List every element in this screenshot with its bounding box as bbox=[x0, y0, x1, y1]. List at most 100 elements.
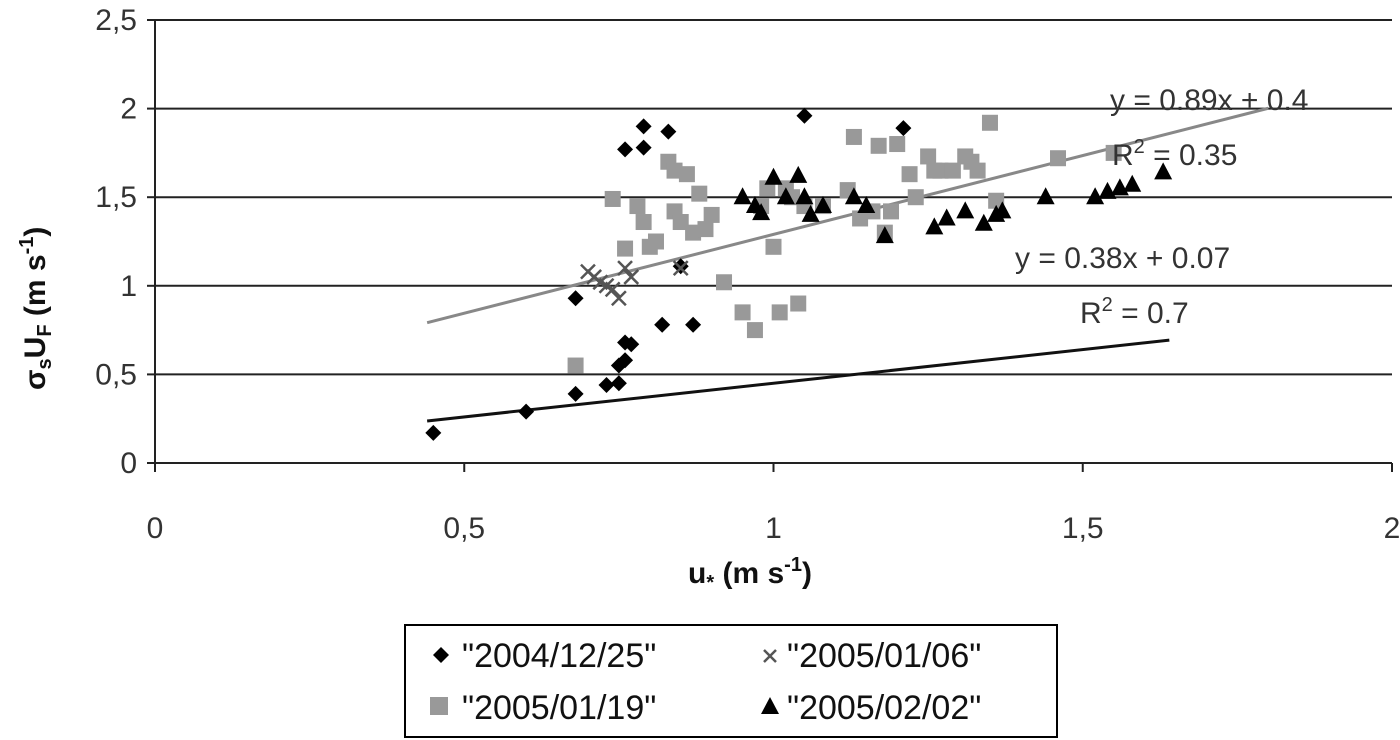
gridlines bbox=[155, 19, 1392, 376]
legend-label-3: "2005/01/19" bbox=[462, 689, 656, 727]
diamond-point bbox=[635, 118, 652, 135]
legend-box bbox=[404, 624, 1058, 738]
triangle-point bbox=[776, 187, 795, 205]
diamond-point bbox=[617, 141, 634, 158]
diamond-point bbox=[598, 377, 615, 394]
legend-square-marker bbox=[430, 697, 448, 715]
triangle-point bbox=[844, 187, 863, 205]
x-point bbox=[672, 260, 689, 276]
square-point bbox=[765, 238, 782, 255]
square-point bbox=[771, 304, 788, 321]
square-point bbox=[790, 295, 807, 312]
square-point bbox=[703, 206, 720, 223]
square-point bbox=[685, 224, 702, 241]
diamond-point bbox=[425, 424, 442, 441]
triangle-point bbox=[956, 201, 975, 219]
square-point bbox=[666, 162, 683, 179]
diamond-point bbox=[895, 120, 912, 137]
square-point bbox=[567, 357, 584, 374]
square-point bbox=[870, 137, 887, 154]
x-point bbox=[617, 260, 633, 276]
square-point bbox=[672, 214, 689, 231]
triangle-point bbox=[733, 187, 752, 205]
square-point bbox=[1050, 150, 1067, 167]
trendline-2 bbox=[426, 338, 1170, 423]
square-point bbox=[920, 148, 937, 165]
y-tick-label: 2,5 bbox=[95, 4, 137, 37]
triangle-point bbox=[764, 167, 783, 185]
diamond-point bbox=[654, 316, 671, 333]
diamond-point bbox=[610, 375, 627, 392]
square-point bbox=[883, 203, 900, 220]
y-tick-label: 1 bbox=[120, 270, 137, 303]
data-points bbox=[425, 107, 1173, 441]
diamond-point bbox=[660, 123, 677, 140]
trendline-2-equation: y = 0.38x + 0.07 bbox=[1015, 242, 1230, 275]
y-axis-title: σsUF (m s-1) bbox=[16, 227, 56, 390]
trendline-1-r2: R2 = 0.35 bbox=[1112, 136, 1237, 172]
diamond-point bbox=[567, 385, 584, 402]
triangle-point bbox=[813, 196, 832, 214]
trendline-1-equation: y = 0.89x + 0.4 bbox=[1110, 84, 1308, 117]
square-point bbox=[889, 136, 906, 153]
plot-axes bbox=[147, 19, 1393, 472]
x-point bbox=[604, 281, 621, 298]
diamond-point bbox=[617, 352, 634, 369]
y-tick-label: 0 bbox=[120, 447, 137, 480]
square-point bbox=[691, 185, 708, 202]
legend-diamond-marker bbox=[433, 647, 449, 663]
x-tick-label: 1,5 bbox=[1062, 512, 1104, 545]
triangle-point bbox=[875, 226, 894, 244]
trendline-1 bbox=[426, 106, 1269, 325]
legend-item-3: "2005/01/19" bbox=[430, 689, 656, 727]
square-point bbox=[944, 162, 961, 179]
legend-label-1: "2004/12/25" bbox=[462, 637, 656, 675]
y-tick-labels: 0 0,5 1 1,5 2 2,5 bbox=[95, 4, 137, 480]
x-point bbox=[610, 290, 627, 307]
triangle-point bbox=[937, 208, 956, 226]
square-point bbox=[746, 322, 763, 339]
square-point bbox=[716, 274, 733, 291]
x-tick-label: 1 bbox=[765, 512, 782, 545]
x-point bbox=[623, 269, 640, 285]
diamond-point bbox=[518, 403, 535, 420]
square-point bbox=[907, 189, 924, 206]
y-tick-label: 2 bbox=[120, 93, 137, 126]
triangle-point bbox=[795, 187, 814, 205]
x-tick-label: 2 bbox=[1384, 512, 1400, 545]
diamond-point bbox=[635, 139, 652, 156]
square-point bbox=[988, 192, 1005, 209]
triangle-point bbox=[752, 203, 771, 221]
square-point bbox=[901, 166, 918, 183]
legend: "2004/12/25" "2005/01/06" "2005/01/19" "… bbox=[404, 624, 1058, 738]
trendlines bbox=[426, 106, 1269, 423]
square-point bbox=[845, 128, 862, 145]
square-point bbox=[617, 240, 634, 257]
x-tick-label: 0 bbox=[147, 512, 164, 545]
legend-label-4: "2005/02/02" bbox=[787, 689, 981, 727]
square-point bbox=[734, 304, 751, 321]
square-point bbox=[635, 214, 652, 231]
square-point bbox=[981, 114, 998, 131]
legend-label-2: "2005/01/06" bbox=[787, 637, 981, 675]
x-tick-label: 0,5 bbox=[443, 512, 485, 545]
triangle-point bbox=[974, 213, 993, 231]
diamond-point bbox=[672, 258, 689, 275]
square-point bbox=[647, 233, 664, 250]
diamond-point bbox=[623, 336, 640, 353]
legend-x-marker bbox=[763, 649, 777, 663]
diamond-point bbox=[685, 316, 702, 333]
legend-item-4: "2005/02/02" bbox=[761, 689, 981, 727]
square-point bbox=[697, 221, 714, 238]
triangle-point bbox=[925, 217, 944, 235]
y-tick-label: 0,5 bbox=[95, 358, 137, 391]
triangle-point bbox=[993, 201, 1012, 219]
x-axis-title: u* (m s-1) bbox=[688, 554, 812, 594]
triangle-point bbox=[801, 204, 820, 222]
square-point bbox=[1105, 144, 1122, 161]
trendline-2-r2: R2 = 0.7 bbox=[1080, 294, 1189, 330]
square-point bbox=[629, 198, 646, 215]
triangle-point bbox=[789, 165, 808, 183]
square-point bbox=[852, 210, 869, 227]
